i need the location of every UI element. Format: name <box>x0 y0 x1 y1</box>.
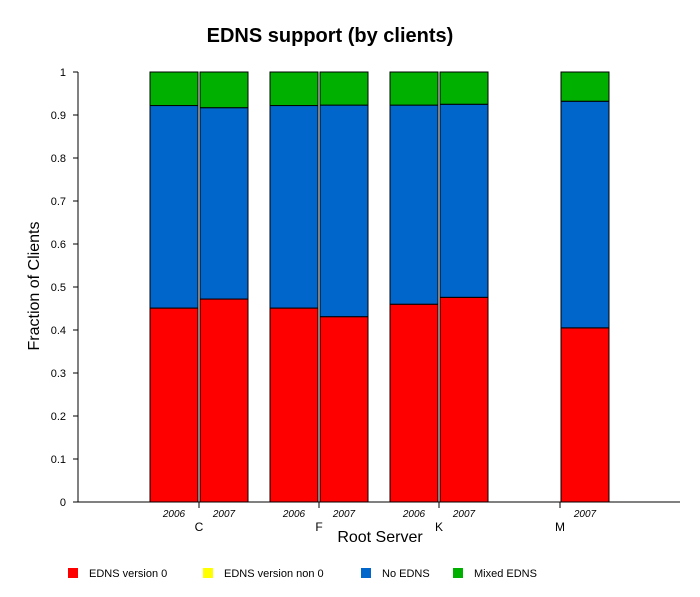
y-tick-label: 1 <box>60 67 66 79</box>
bar-year-label: 2007 <box>332 509 356 520</box>
legend-label: Mixed EDNS <box>474 568 537 580</box>
y-axis: 0 0.1 0.2 0.3 0.4 0.5 0.6 0.7 0.8 0.9 1 <box>51 67 79 509</box>
bar-segment-F-2007-s2 <box>319 104 369 318</box>
legend-label: EDNS version 0 <box>89 568 167 580</box>
x-tick-label-M: M <box>555 520 565 534</box>
y-tick-label: 0.4 <box>51 325 66 337</box>
legend: EDNS version 0 EDNS version non 0 No EDNS M… <box>68 568 537 580</box>
y-axis-label: Fraction of Clients <box>26 222 43 351</box>
y-tick-label: 0.6 <box>51 239 66 251</box>
legend-label: EDNS version non 0 <box>224 568 324 580</box>
bar-segment-K-2007-s2 <box>439 103 489 298</box>
bar-segment-F-2006-s2 <box>269 105 319 309</box>
bar-segment-F-2006-s0 <box>269 307 319 503</box>
chart-title: EDNS support (by clients) <box>207 25 454 47</box>
bar-year-label: 2006 <box>162 509 186 520</box>
bar-segment-K-2007-s3 <box>439 71 489 105</box>
legend-label: No EDNS <box>382 568 430 580</box>
bars-layer: 2006 2007 2006 2007 2006 2007 2007 <box>149 71 610 520</box>
legend-swatch <box>361 568 371 578</box>
bar-segment-K-2006-s3 <box>389 71 439 106</box>
bar-segment-C-2006-s0 <box>149 307 199 503</box>
bar-segment-M-2007-s0 <box>560 327 610 503</box>
bar-segment-M-2007-s2 <box>560 100 610 329</box>
legend-swatch <box>453 568 463 578</box>
bar-year-label: 2007 <box>212 509 236 520</box>
bar-segment-K-2006-s2 <box>389 104 439 305</box>
bar-segment-F-2007-s0 <box>319 316 369 503</box>
y-tick-label: 0.5 <box>51 282 66 294</box>
bar-segment-F-2007-s3 <box>319 71 369 106</box>
y-tick-label: 0 <box>60 497 66 509</box>
y-tick-label: 0.3 <box>51 368 66 380</box>
y-tick-label: 0.7 <box>51 196 66 208</box>
bar-segment-K-2006-s0 <box>389 303 439 503</box>
bar-segment-F-2006-s3 <box>269 71 319 107</box>
y-tick-label: 0.9 <box>51 110 66 122</box>
bar-year-label: 2007 <box>452 509 476 520</box>
y-tick-label: 0.1 <box>51 454 66 466</box>
legend-swatch <box>203 568 213 578</box>
bar-segment-C-2007-s3 <box>199 71 249 109</box>
legend-swatch <box>68 568 78 578</box>
y-tick-label: 0.2 <box>51 411 66 423</box>
bar-year-label: 2007 <box>573 509 597 520</box>
x-tick-label-K: K <box>435 520 443 534</box>
x-tick-label-C: C <box>195 520 204 534</box>
bar-segment-C-2007-s0 <box>199 298 249 503</box>
bar-year-label: 2006 <box>282 509 306 520</box>
y-tick-label: 0.8 <box>51 153 66 165</box>
bar-segment-C-2007-s2 <box>199 107 249 300</box>
bar-segment-K-2007-s0 <box>439 296 489 503</box>
bar-segment-C-2006-s3 <box>149 71 199 107</box>
x-axis-label: Root Server <box>337 529 423 546</box>
x-tick-label-F: F <box>315 520 322 534</box>
bar-segment-M-2007-s3 <box>560 71 610 102</box>
bar-year-label: 2006 <box>402 509 426 520</box>
bar-segment-C-2006-s2 <box>149 105 199 309</box>
